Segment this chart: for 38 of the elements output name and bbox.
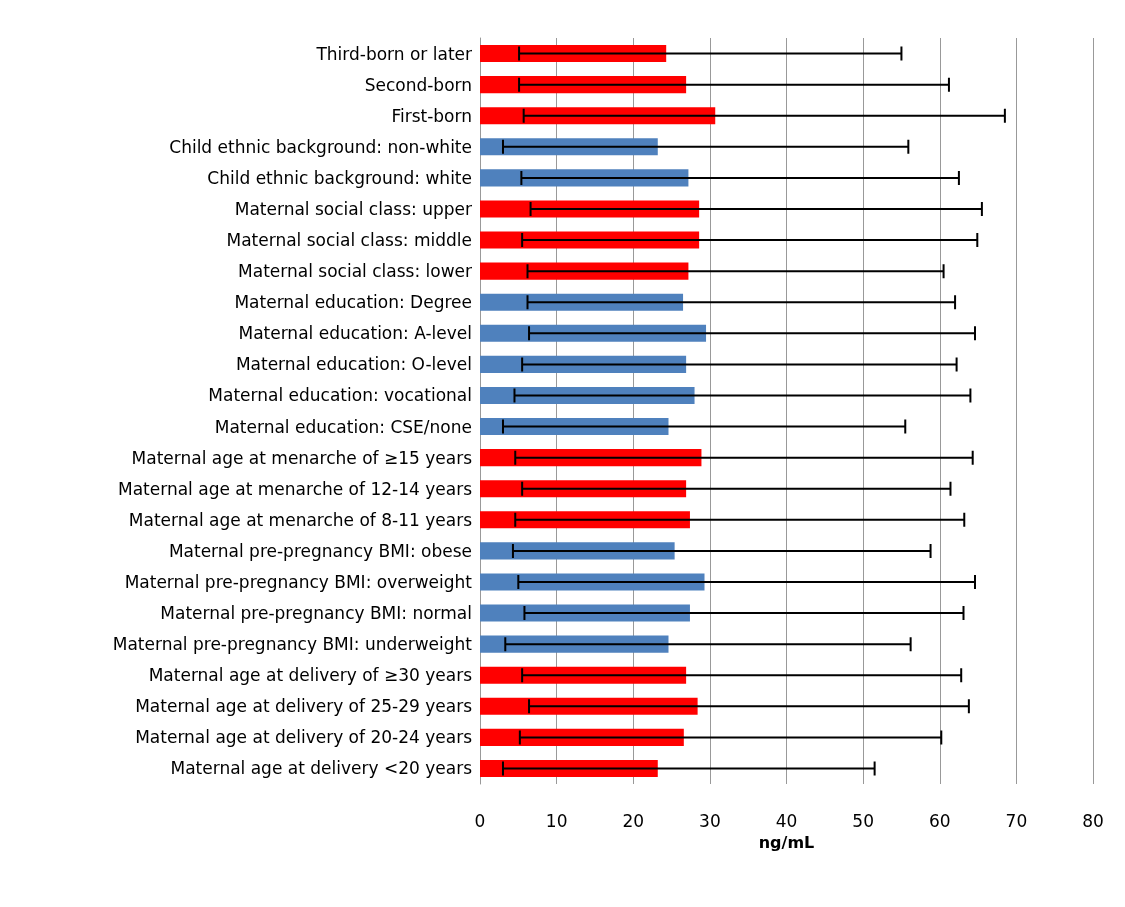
x-tick-label: 20 <box>622 810 645 831</box>
y-tick-label: Maternal pre-pregnancy BMI: normal <box>160 603 472 624</box>
y-tick-label: Maternal education: vocational <box>208 385 472 406</box>
y-tick-label: Maternal pre-pregnancy BMI: obese <box>168 540 472 561</box>
y-tick-label: First-born <box>391 105 472 126</box>
y-tick-label: Maternal social class: lower <box>238 261 472 282</box>
y-tick-label: Maternal age at delivery <20 years <box>170 758 473 779</box>
bar <box>480 697 698 715</box>
x-tick-label: 50 <box>852 810 874 831</box>
x-tick-label: 70 <box>1005 810 1028 831</box>
x-tick-label: 30 <box>699 810 721 831</box>
x-tick-label: 80 <box>1082 810 1104 831</box>
y-tick-label: Maternal age at menarche of ≥15 years <box>131 447 473 468</box>
x-tick-label: 0 <box>474 810 486 831</box>
y-tick-label: Maternal age at menarche of 12-14 years <box>118 478 473 499</box>
x-tick-label: 40 <box>775 810 798 831</box>
y-tick-label: Maternal pre-pregnancy BMI: overweight <box>124 571 473 592</box>
y-tick-label: Maternal education: O-level <box>235 354 472 375</box>
y-tick-label: Maternal education: A-level <box>238 323 472 344</box>
bar <box>480 200 700 218</box>
x-axis-title: ng/mL <box>758 832 815 852</box>
y-tick-label: Maternal age at delivery of 25-29 years <box>135 696 473 717</box>
y-tick-label: Maternal age at delivery of ≥30 years <box>148 665 473 686</box>
y-tick-label: Third-born or later <box>315 43 473 64</box>
y-tick-label: Child ethnic background: white <box>207 167 472 188</box>
y-tick-label: Maternal social class: upper <box>234 198 472 219</box>
y-tick-label: Maternal age at delivery of 20-24 years <box>135 727 473 748</box>
bar <box>480 573 705 591</box>
y-tick-label: Child ethnic background: non-white <box>169 136 472 157</box>
x-tick-label: 60 <box>928 810 951 831</box>
bar <box>480 262 689 280</box>
y-tick-label: Maternal social class: middle <box>226 230 472 251</box>
y-tick-label: Maternal education: Degree <box>234 292 472 313</box>
x-tick-label: 10 <box>545 810 568 831</box>
y-tick-label: Second-born <box>364 74 472 95</box>
y-tick-label: Maternal pre-pregnancy BMI: underweight <box>112 634 473 655</box>
y-tick-label: Maternal age at menarche of 8-11 years <box>128 509 473 530</box>
y-tick-label: Maternal education: CSE/none <box>214 416 472 437</box>
